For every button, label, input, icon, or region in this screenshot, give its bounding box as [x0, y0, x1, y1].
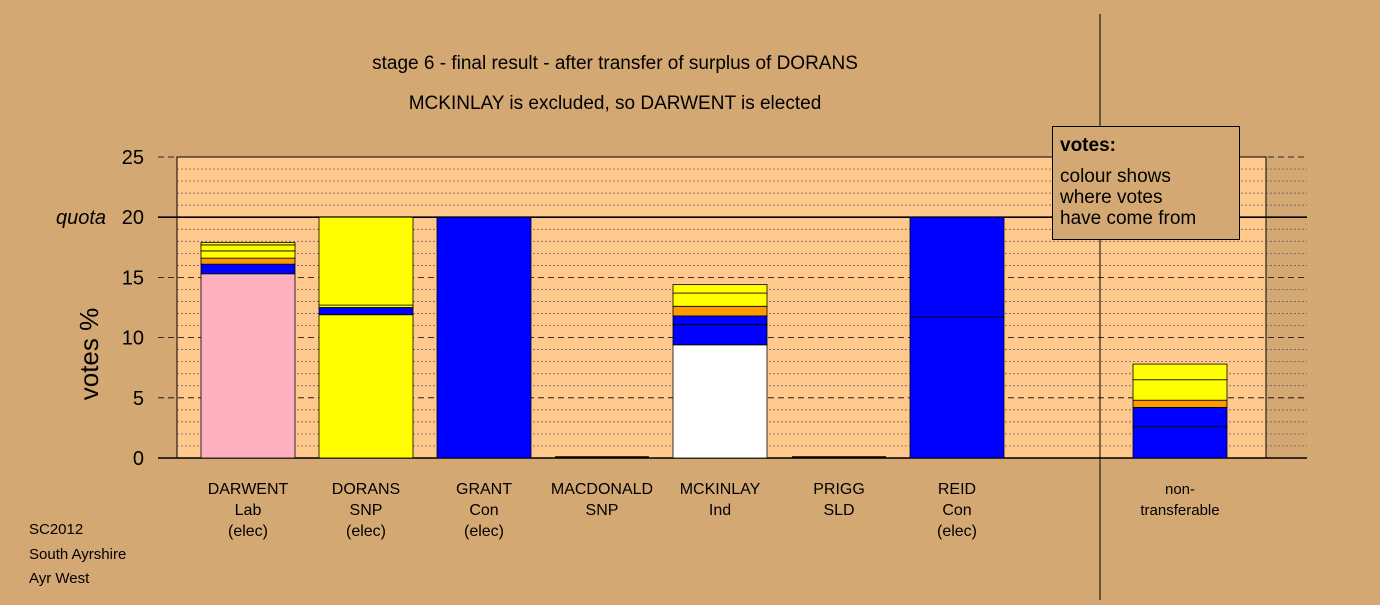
legend-box: votes: colour shows where votes have com…: [1052, 126, 1240, 240]
category-label: (elec): [228, 523, 268, 540]
category-label: transferable: [1140, 502, 1219, 519]
bar-segment-0-2: [200, 257, 296, 265]
category-label: (elec): [464, 523, 504, 540]
bar-segment-7-4: [1132, 363, 1228, 381]
y-tick-label: 10: [122, 328, 144, 350]
bar-segment-7-0: [1132, 426, 1228, 459]
category-label: non-: [1165, 481, 1195, 498]
bar-segment-0-0: [200, 273, 296, 459]
y-tick-label: 25: [122, 147, 144, 169]
category-label: Con: [942, 502, 971, 519]
bar-segment-4-0: [672, 344, 768, 459]
category-label: Lab: [235, 502, 262, 519]
bar-segment-0-3: [200, 250, 296, 259]
footer-code: SC2012: [29, 521, 84, 538]
category-label: MCKINLAY: [680, 481, 761, 498]
bar-segment-4-2: [672, 315, 768, 325]
y-tick-label: 15: [122, 267, 144, 289]
bar-segment-4-1: [672, 323, 768, 346]
bar-segment-1-3: [318, 216, 414, 306]
category-label: SNP: [586, 502, 619, 519]
footer-council: South Ayrshire: [29, 546, 127, 563]
y-tick-label: 20: [122, 207, 144, 229]
chart-title: stage 6 - final result - after transfer …: [372, 53, 858, 74]
legend-title: votes:: [1060, 135, 1116, 156]
bar-segment-0-4: [200, 244, 296, 252]
quota-label: quota: [56, 207, 106, 229]
bar-segment-4-5: [672, 284, 768, 294]
category-label: SNP: [350, 502, 383, 519]
category-label: (elec): [937, 523, 977, 540]
bar-segment-1-0: [318, 314, 414, 459]
bar-segment-0-1: [200, 263, 296, 275]
category-label: REID: [938, 481, 976, 498]
chart-subtitle: MCKINLAY is excluded, so DARWENT is elec…: [408, 93, 822, 114]
bar-segment-6-1: [909, 216, 1005, 318]
bar-segment-1-1: [318, 307, 414, 316]
bar-segment-7-3: [1132, 379, 1228, 401]
bar-segment-7-1: [1132, 407, 1228, 428]
category-label: SLD: [823, 502, 854, 519]
y-tick-label: 0: [133, 448, 144, 470]
category-label: PRIGG: [813, 481, 865, 498]
y-tick-label: 5: [133, 388, 144, 410]
y-axis-label: votes %: [74, 308, 104, 401]
category-label: Con: [469, 502, 498, 519]
category-label: DARWENT: [208, 481, 289, 498]
category-label: (elec): [346, 523, 386, 540]
category-label: Ind: [709, 502, 731, 519]
legend-text: colour shows where votes have come from: [1060, 166, 1197, 229]
footer-ward: Ayr West: [29, 570, 90, 587]
bar-segment-4-4: [672, 292, 768, 307]
bar-segment-2-0: [436, 216, 532, 459]
category-label: MACDONALD: [551, 481, 653, 498]
bar-segment-0-5: [200, 242, 296, 246]
bar-segment-7-2: [1132, 399, 1228, 408]
bar-segment-4-3: [672, 305, 768, 317]
category-label: GRANT: [456, 481, 512, 498]
category-label: DORANS: [332, 481, 400, 498]
bar-segment-6-0: [909, 316, 1005, 459]
